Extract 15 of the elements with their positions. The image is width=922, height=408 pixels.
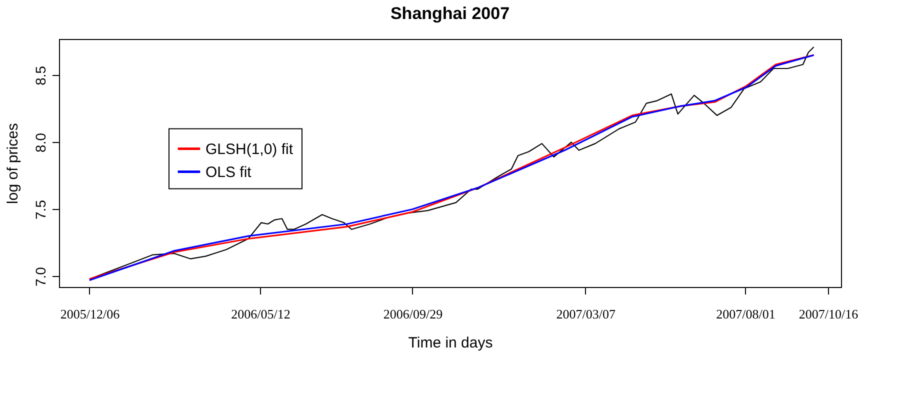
- x-tick-label: 2007/10/16: [798, 306, 859, 322]
- x-tick-label: 2007/08/01: [716, 306, 776, 322]
- x-tick-label: 2007/03/07: [556, 306, 616, 322]
- y-axis-title: log of prices: [4, 123, 22, 204]
- legend-label: GLSH(1,0) fit: [205, 140, 294, 158]
- x-tick-label: 2006/05/12: [231, 306, 290, 322]
- x-tick-label: 2006/09/29: [383, 306, 443, 322]
- y-tick-label: 7.5: [32, 200, 48, 220]
- y-tick-label: 8.5: [32, 66, 48, 86]
- x-tick-label: 2005/12/06: [60, 306, 120, 322]
- legend-label: OLS fit: [205, 164, 252, 181]
- x-axis-title: Time in days: [408, 334, 493, 352]
- chart-title: Shanghai 2007: [390, 4, 510, 23]
- y-tick-label: 8.0: [32, 132, 48, 152]
- y-tick-label: 7.0: [32, 266, 48, 287]
